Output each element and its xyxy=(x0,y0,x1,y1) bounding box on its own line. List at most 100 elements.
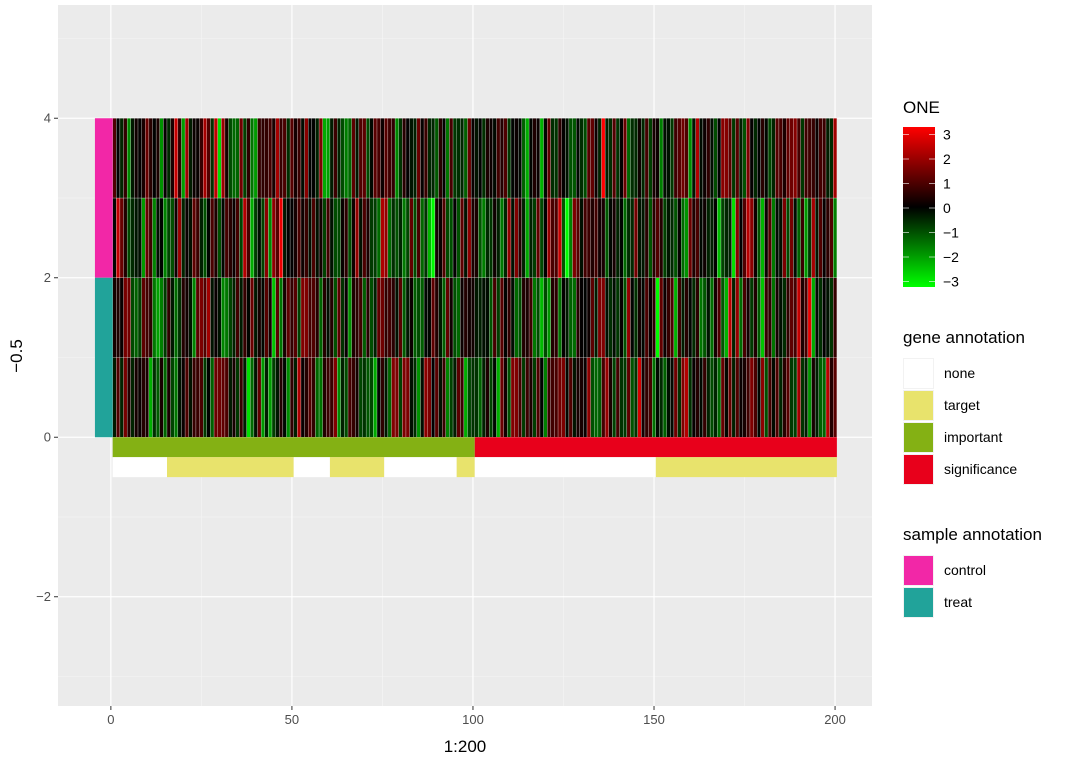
gene-annotation-none xyxy=(293,457,330,478)
heatmap-cell xyxy=(474,118,479,199)
heatmap-cell xyxy=(709,357,714,438)
heatmap-cell xyxy=(796,197,801,278)
heatmap-cell xyxy=(677,197,682,278)
heatmap-cell xyxy=(434,357,439,438)
heatmap-cell xyxy=(445,118,450,199)
heatmap-cell xyxy=(268,357,273,438)
heatmap-cell xyxy=(470,118,475,199)
heatmap-cell xyxy=(804,197,809,278)
heatmap-cell xyxy=(384,197,389,278)
heatmap-cell xyxy=(579,277,584,358)
heatmap-cell xyxy=(543,118,548,199)
color-legend-title: ONE xyxy=(903,98,940,117)
heatmap-cell xyxy=(402,357,407,438)
heatmap-cell xyxy=(514,357,519,438)
heatmap-cell xyxy=(528,118,533,199)
heatmap-cell xyxy=(572,357,577,438)
heatmap-cell xyxy=(192,118,197,199)
y-axis-title: −0.5 xyxy=(7,339,26,373)
heatmap-cell xyxy=(775,197,780,278)
heatmap-cell xyxy=(442,357,446,438)
heatmap-cell xyxy=(612,357,617,438)
heatmap-cell xyxy=(221,197,226,278)
heatmap-cell xyxy=(510,357,515,438)
heatmap-cell xyxy=(452,118,457,199)
heatmap-cell xyxy=(738,357,743,438)
heatmap-cell xyxy=(213,197,218,278)
heatmap-cell xyxy=(572,277,577,358)
heatmap-cell xyxy=(460,277,465,358)
heatmap-cell xyxy=(416,357,421,438)
heatmap-cell xyxy=(184,197,189,278)
heatmap-cell xyxy=(387,357,392,438)
heatmap-cell xyxy=(344,357,349,438)
heatmap-cell xyxy=(275,277,280,358)
heatmap-cell xyxy=(163,357,168,438)
legend-label-target: target xyxy=(944,397,980,413)
heatmap-cell xyxy=(413,118,418,199)
heatmap-cell xyxy=(793,277,798,358)
heatmap-cell xyxy=(119,357,124,438)
heatmap-cell xyxy=(575,277,580,358)
heatmap-cell xyxy=(536,357,541,438)
heatmap-cell xyxy=(496,277,501,358)
heatmap-cell xyxy=(442,197,446,278)
heatmap-cell xyxy=(409,197,414,278)
heatmap-cell xyxy=(289,197,294,278)
legend-label-significance: significance xyxy=(944,461,1017,477)
heatmap-cell xyxy=(623,357,628,438)
heatmap-cell xyxy=(539,357,544,438)
heatmap-cell xyxy=(786,197,790,278)
heatmap-cell xyxy=(691,357,696,438)
heatmap-cell xyxy=(340,357,345,438)
heatmap-cell xyxy=(347,357,352,438)
heatmap-cell xyxy=(481,197,486,278)
heatmap-cell xyxy=(282,118,287,199)
heatmap-cell xyxy=(615,197,620,278)
heatmap-cell xyxy=(554,277,559,358)
heatmap-cell xyxy=(601,118,606,199)
heatmap-cell xyxy=(615,277,620,358)
heatmap-cell xyxy=(749,197,754,278)
heatmap-cell xyxy=(155,118,160,199)
heatmap-cell xyxy=(195,197,200,278)
heatmap-cell xyxy=(637,277,642,358)
heatmap-cell xyxy=(434,197,439,278)
heatmap-cell xyxy=(304,357,309,438)
heatmap-cell xyxy=(293,277,298,358)
heatmap-cell xyxy=(384,357,389,438)
heatmap-cell xyxy=(521,118,526,199)
heatmap-cell xyxy=(492,277,497,358)
heatmap-cell xyxy=(547,118,551,199)
heatmap-cell xyxy=(572,118,577,199)
heatmap-cell xyxy=(608,277,613,358)
heatmap-cell xyxy=(746,277,751,358)
heatmap-cell xyxy=(528,277,533,358)
heatmap-cell xyxy=(543,277,548,358)
heatmap-cells xyxy=(112,118,838,438)
heatmap-cell xyxy=(431,197,436,278)
heatmap-cell xyxy=(112,118,117,199)
heatmap-cell xyxy=(326,118,331,199)
heatmap-cell xyxy=(181,357,186,438)
heatmap-cell xyxy=(137,277,142,358)
heatmap-cell xyxy=(547,197,551,278)
heatmap-cell xyxy=(503,357,508,438)
color-bar-label: −1 xyxy=(943,225,959,241)
heatmap-cell xyxy=(684,277,689,358)
heatmap-cell xyxy=(677,118,682,199)
heatmap-cell xyxy=(767,118,772,199)
heatmap-cell xyxy=(416,277,421,358)
heatmap-cell xyxy=(235,357,240,438)
heatmap-cell xyxy=(666,197,671,278)
heatmap-cell xyxy=(141,197,146,278)
heatmap-cell xyxy=(547,357,551,438)
heatmap-cell xyxy=(308,357,313,438)
heatmap-cell xyxy=(644,357,649,438)
color-bar-label: −3 xyxy=(943,274,959,290)
heatmap-cell xyxy=(177,277,182,358)
heatmap-cell xyxy=(282,197,287,278)
gene-annotation-none xyxy=(384,457,457,478)
heatmap-cell xyxy=(423,118,428,199)
heatmap-cell xyxy=(456,197,461,278)
